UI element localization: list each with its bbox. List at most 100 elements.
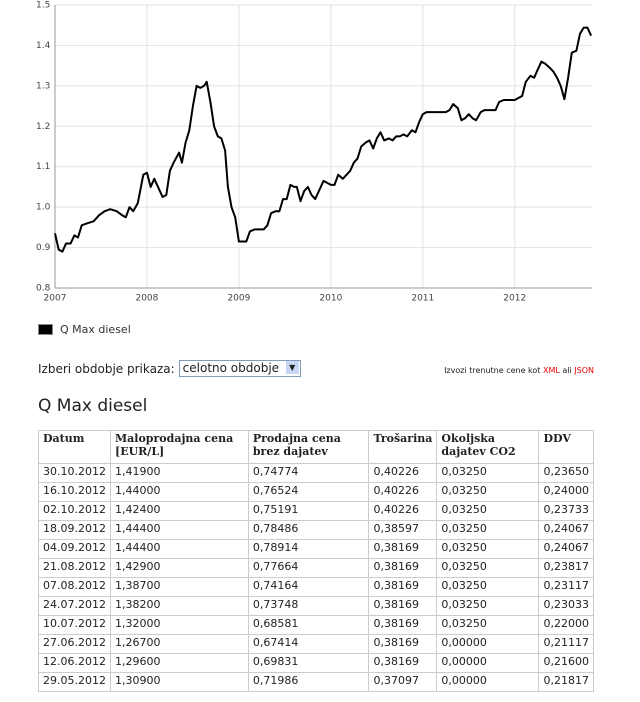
table-cell: 0,24067 (538, 539, 594, 559)
table-cell: 0,03250 (436, 577, 540, 597)
table-cell: 0,38169 (368, 634, 438, 654)
table-cell: 1,41900 (109, 463, 249, 483)
x-tick-label: 2008 (135, 294, 158, 304)
table-cell: 07.08.2012 (38, 577, 111, 597)
table-cell: 1,38200 (109, 596, 249, 616)
table-cell: 0,76524 (247, 482, 370, 502)
table-row: 24.07.2012 1,38200 0,73748 0,38169 0,03250 0,… (38, 596, 594, 616)
table-cell: 0,23650 (538, 463, 594, 483)
table-cell: 0,73748 (247, 596, 370, 616)
table-cell: 0,03250 (436, 539, 540, 559)
table-cell: 0,38169 (368, 653, 438, 673)
table-cell: 04.09.2012 (38, 539, 111, 559)
table-cell: 1,44000 (109, 482, 249, 502)
period-select[interactable]: celotno obdobje ▼ (178, 360, 301, 377)
table-cell: 1,44400 (109, 539, 249, 559)
table-cell: 0,74774 (247, 463, 370, 483)
y-tick-label: 1.4 (36, 41, 51, 51)
table-row: 29.05.2012 1,30900 0,71986 0,37097 0,00000 0,… (38, 672, 594, 692)
table-cell: 21.08.2012 (38, 558, 111, 578)
table-cell: 0,38169 (368, 596, 438, 616)
table-row: 04.09.2012 1,44400 0,78914 0,38169 0,03250 0,… (38, 539, 594, 559)
y-tick-label: 1.3 (36, 81, 50, 91)
y-tick-label: 1.1 (36, 162, 50, 172)
period-label: Izberi obdobje prikaza: (38, 361, 175, 376)
table-row: 07.08.2012 1,38700 0,74164 0,38169 0,03250 0,… (38, 577, 594, 597)
table-cell: 0,00000 (436, 634, 540, 654)
table-cell: 02.10.2012 (38, 501, 111, 521)
json-link[interactable]: JSON (574, 366, 594, 375)
y-tick-label: 1.0 (36, 203, 51, 213)
column-header: Maloprodajna cena [EUR/L] (109, 430, 249, 464)
table-cell: 12.06.2012 (38, 653, 111, 673)
table-cell: 0,71986 (247, 672, 370, 692)
series-line (54, 26, 593, 253)
table-cell: 0,00000 (436, 672, 540, 692)
table-cell: 24.07.2012 (38, 596, 111, 616)
table-cell: 0,03250 (436, 501, 540, 521)
table-cell: 0,24067 (538, 520, 594, 540)
x-tick-label: 2009 (227, 294, 250, 304)
table-cell: 29.05.2012 (38, 672, 111, 692)
xml-link[interactable]: XML (542, 366, 560, 375)
table-cell: 1,38700 (109, 577, 249, 597)
table-cell: 0,75191 (247, 501, 370, 521)
table-cell: 1,26700 (109, 634, 249, 654)
table-cell: 0,38169 (368, 539, 438, 559)
table-cell: 0,03250 (436, 558, 540, 578)
x-tick-label: 2007 (44, 294, 67, 304)
table-cell: 0,03250 (436, 463, 540, 483)
table-cell: 0,21600 (538, 653, 594, 673)
export: Izvozi trenutne cene kot XML ali JSON (444, 366, 594, 375)
y-tick-label: 0.8 (36, 284, 51, 294)
table-cell: 0,03250 (436, 482, 540, 502)
table-cell: 0,22000 (538, 615, 594, 635)
y-tick-label: 1.2 (36, 122, 50, 132)
table-cell: 0,21117 (538, 634, 594, 654)
table-cell: 0,03250 (436, 596, 540, 616)
table-row: 30.10.2012 1,41900 0,74774 0,40226 0,03250 0,… (38, 463, 594, 483)
table-cell: 1,32000 (109, 615, 249, 635)
table-cell: 1,29600 (109, 653, 249, 673)
table-cell: 0,37097 (368, 672, 438, 692)
table-cell: 0,77664 (247, 558, 370, 578)
table-row: 12.06.2012 1,29600 0,69831 0,38169 0,00000 0,… (38, 653, 594, 673)
legend-swatch (38, 324, 53, 335)
select-value: celotno obdobje (182, 361, 280, 375)
table-row: 16.10.2012 1,44000 0,76524 0,40226 0,03250 0,… (38, 482, 594, 502)
column-header: DDV (538, 430, 594, 464)
y-tick-label: 0.9 (36, 243, 51, 253)
column-header: Trošarina (368, 430, 438, 464)
table-cell: 0,40226 (368, 482, 438, 502)
table-cell: 0,38597 (368, 520, 438, 540)
chart: 0.8 0.9 1.0 1.1 1.2 1.3 1.4 1.5 2007 2008 2009 2010… (36, 1, 593, 304)
legend-label: Q Max diesel (60, 323, 131, 336)
table-row: 18.09.2012 1,44400 0,78486 0,38597 0,03250 0,… (38, 520, 594, 540)
table-cell: 18.09.2012 (38, 520, 111, 540)
table-cell: 1,44400 (109, 520, 249, 540)
column-header: Okoljska dajatev CO2 (436, 430, 540, 464)
header-row: Datum Maloprodajna cena [EUR/L] Prodajna c… (38, 430, 594, 464)
y-tick-label: 1.5 (36, 1, 50, 11)
table-cell: 10.07.2012 (38, 615, 111, 635)
table-row: 21.08.2012 1,42900 0,77664 0,38169 0,03250 0,… (38, 558, 594, 578)
table-cell: 1,42400 (109, 501, 249, 521)
table-cell: 0,38169 (368, 615, 438, 635)
table-cell: 1,42900 (109, 558, 249, 578)
x-tick-label: 2010 (319, 294, 342, 304)
table-cell: 0,67414 (247, 634, 370, 654)
table-cell: 0,03250 (436, 520, 540, 540)
table-cell: 1,30900 (109, 672, 249, 692)
table-cell: 16.10.2012 (38, 482, 111, 502)
table-cell: 0,24000 (538, 482, 594, 502)
table-cell: 0,21817 (538, 672, 594, 692)
select-arrow: ▼ (285, 361, 299, 374)
column-header: Prodajna cena brez dajatev (247, 430, 370, 464)
column-header: Datum (38, 430, 111, 464)
table-cell: 0,00000 (436, 653, 540, 673)
or-text: ali (562, 366, 572, 375)
table-cell: 0,38169 (368, 577, 438, 597)
legend: Q Max diesel (38, 323, 131, 336)
table-cell: 0,23033 (538, 596, 594, 616)
